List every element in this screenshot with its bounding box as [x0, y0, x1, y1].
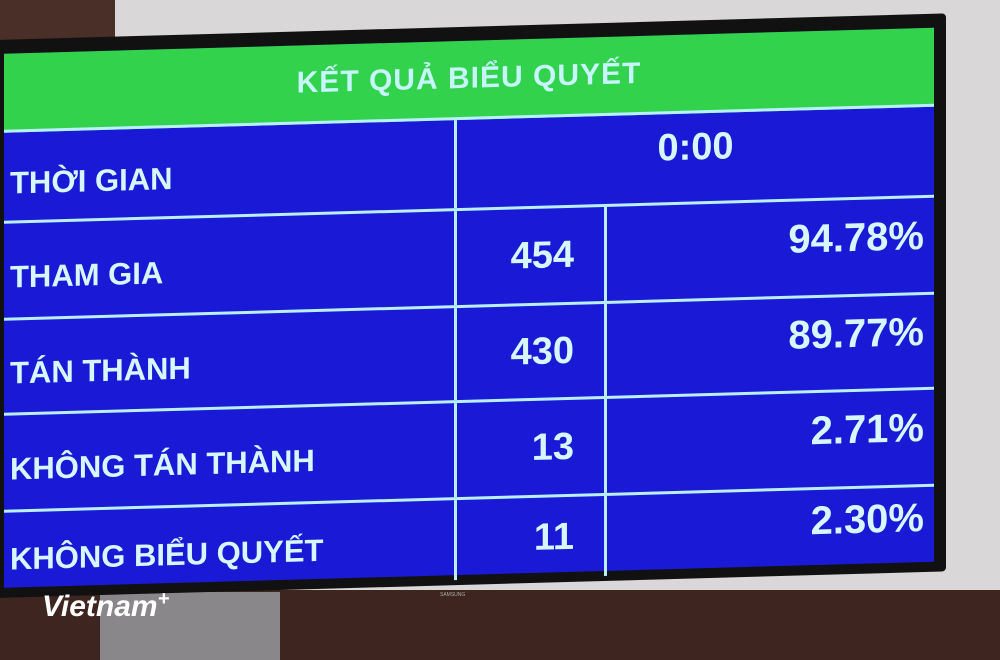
watermark-plus: +	[157, 588, 170, 610]
vietnamplus-watermark: Vietnam+	[42, 588, 169, 624]
watermark-text: Vietnam	[42, 590, 158, 623]
row-percent: 2.71%	[604, 389, 934, 493]
time-label: THỜI GIAN	[10, 161, 173, 201]
row-count: 11	[454, 496, 602, 581]
time-value: 0:00	[454, 106, 934, 209]
row-percent: 2.30%	[604, 486, 934, 576]
row-count: 13	[454, 399, 602, 498]
grey-panel	[100, 592, 280, 660]
row-percent: 94.78%	[604, 197, 934, 301]
row-label: THAM GIA	[10, 255, 164, 295]
results-title: KẾT QUẢ BIỂU QUYẾT	[296, 56, 642, 100]
row-count: 454	[454, 207, 602, 306]
row-count: 430	[454, 304, 602, 401]
tv-display: KẾT QUẢ BIỂU QUYẾT THỜI GIAN 0:00 THAM G…	[0, 13, 946, 599]
voting-results-screen: KẾT QUẢ BIỂU QUYẾT THỜI GIAN 0:00 THAM G…	[4, 27, 934, 588]
row-label: TÁN THÀNH	[10, 350, 191, 391]
row-percent: 89.77%	[604, 294, 934, 396]
row-label: KHÔNG TÁN THÀNH	[10, 443, 315, 487]
tv-brand-logo: SAMSUNG	[440, 592, 466, 598]
row-label: KHÔNG BIỂU QUYẾT	[10, 532, 324, 577]
